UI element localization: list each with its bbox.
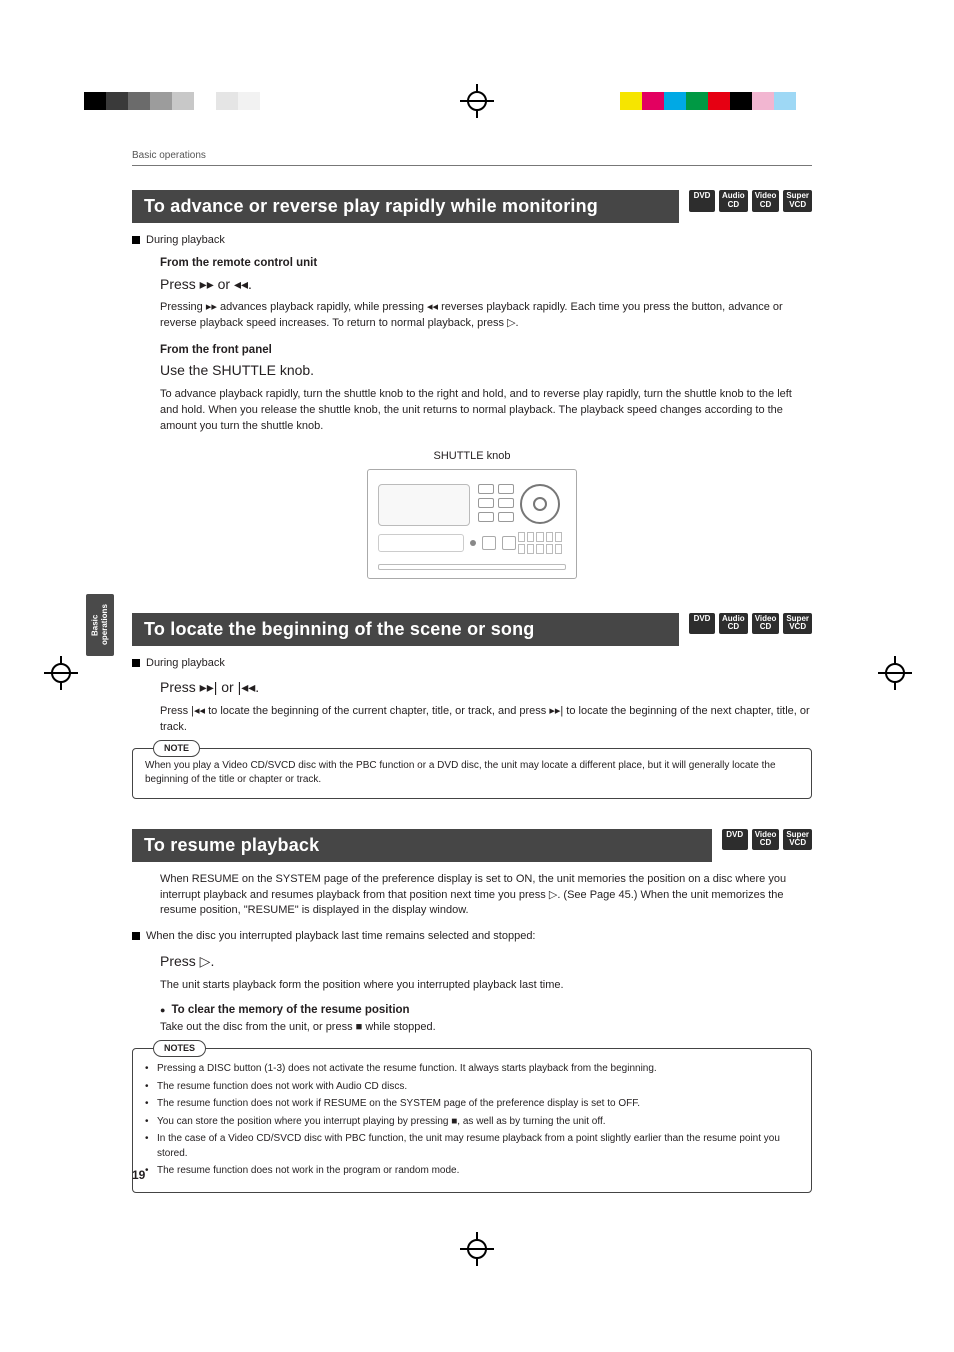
device-illustration bbox=[367, 469, 577, 579]
print-swatch bbox=[128, 92, 150, 110]
section-3-title: To resume playback bbox=[132, 829, 712, 862]
notes-list: Pressing a DISC button (1-3) does not ac… bbox=[145, 1062, 799, 1179]
section-2-title: To locate the beginning of the scene or … bbox=[132, 613, 679, 646]
print-swatch bbox=[708, 92, 730, 110]
page: Basic operations Basic operations To adv… bbox=[0, 0, 954, 1352]
badge-audio-cd: AudioCD bbox=[719, 190, 748, 212]
notes-item: You can store the position where you int… bbox=[145, 1115, 799, 1130]
notes-box: NOTES Pressing a DISC button (1-3) does … bbox=[132, 1048, 812, 1193]
content-column: Basic operations To advance or reverse p… bbox=[132, 150, 812, 1193]
front-panel-heading: From the front panel bbox=[160, 342, 812, 359]
print-swatch bbox=[106, 92, 128, 110]
registration-mark-top bbox=[460, 84, 494, 118]
resume-command: Press ▷. bbox=[160, 951, 812, 971]
section-1-title: To advance or reverse play rapidly while… bbox=[132, 190, 679, 223]
registration-mark-left bbox=[44, 656, 78, 690]
when-line: When the disc you interrupted playback l… bbox=[132, 929, 812, 945]
remote-heading: From the remote control unit bbox=[160, 255, 812, 272]
front-panel-command: Use the SHUTTLE knob. bbox=[160, 360, 812, 380]
print-swatch bbox=[686, 92, 708, 110]
print-swatch bbox=[752, 92, 774, 110]
notes-item: The resume function does not work with A… bbox=[145, 1080, 799, 1095]
print-swatch bbox=[172, 92, 194, 110]
clear-heading: To clear the memory of the resume positi… bbox=[160, 1002, 812, 1019]
print-swatch bbox=[216, 92, 238, 110]
badge-video-cd: VideoCD bbox=[752, 613, 780, 635]
print-swatch bbox=[84, 92, 106, 110]
note-label: NOTE bbox=[153, 740, 200, 757]
badge-text: CD bbox=[722, 623, 745, 632]
note-body: When you play a Video CD/SVCD disc with … bbox=[145, 759, 799, 788]
shuttle-caption: SHUTTLE knob bbox=[367, 449, 577, 465]
badge-super-vcd: SuperVCD bbox=[783, 190, 812, 212]
badge-video-cd: VideoCD bbox=[752, 829, 780, 851]
print-swatch bbox=[238, 92, 260, 110]
badge-text: VCD bbox=[786, 839, 809, 848]
badge-text: CD bbox=[722, 201, 745, 210]
running-head: Basic operations bbox=[132, 150, 812, 166]
badge-video-cd: VideoCD bbox=[752, 190, 780, 212]
print-swatch bbox=[774, 92, 796, 110]
front-panel-paragraph: To advance playback rapidly, turn the sh… bbox=[160, 387, 812, 435]
print-color-bar-left bbox=[84, 92, 260, 110]
remote-command: Press ▸▸ or ◂◂. bbox=[160, 274, 812, 294]
side-tab: Basic operations bbox=[86, 594, 114, 656]
during-playback-line: During playback bbox=[132, 656, 812, 672]
badge-super-vcd: SuperVCD bbox=[783, 829, 812, 851]
section-1-header-row: To advance or reverse play rapidly while… bbox=[132, 190, 812, 223]
badge-dvd: DVD bbox=[689, 190, 715, 212]
registration-mark-bottom bbox=[460, 1232, 494, 1266]
remote-paragraph: Pressing ▸▸ advances playback rapidly, w… bbox=[160, 300, 812, 332]
resume-after-cmd: The unit starts playback form the positi… bbox=[160, 978, 812, 994]
notes-item: Pressing a DISC button (1-3) does not ac… bbox=[145, 1062, 799, 1077]
notes-item: The resume function does not work in the… bbox=[145, 1164, 799, 1179]
badge-text: CD bbox=[755, 201, 777, 210]
badge-dvd: DVD bbox=[722, 829, 748, 851]
skip-paragraph: Press |◂◂ to locate the beginning of the… bbox=[160, 704, 812, 736]
registration-mark-right bbox=[878, 656, 912, 690]
print-swatch bbox=[194, 92, 216, 110]
notes-item: The resume function does not work if RES… bbox=[145, 1097, 799, 1112]
section-2-body: During playback Press ▸▸| or |◂◂. Press … bbox=[132, 656, 812, 799]
print-swatch bbox=[730, 92, 752, 110]
badge-text: VCD bbox=[786, 623, 809, 632]
skip-command: Press ▸▸| or |◂◂. bbox=[160, 677, 812, 697]
badge-dvd: DVD bbox=[689, 613, 715, 635]
section-3-body: When RESUME on the SYSTEM page of the pr… bbox=[132, 872, 812, 1193]
notes-label: NOTES bbox=[153, 1040, 206, 1057]
print-swatch bbox=[642, 92, 664, 110]
section-2-badges: DVD AudioCD VideoCD SuperVCD bbox=[689, 613, 812, 635]
print-swatch bbox=[664, 92, 686, 110]
badge-super-vcd: SuperVCD bbox=[783, 613, 812, 635]
section-3-header-row: To resume playback DVD VideoCD SuperVCD bbox=[132, 829, 812, 862]
section-1-body: During playback From the remote control … bbox=[132, 233, 812, 579]
badge-text: CD bbox=[755, 839, 777, 848]
page-number: 19 bbox=[132, 1168, 145, 1182]
resume-intro: When RESUME on the SYSTEM page of the pr… bbox=[160, 872, 812, 920]
during-playback-line: During playback bbox=[132, 233, 812, 249]
note-box: NOTE When you play a Video CD/SVCD disc … bbox=[132, 748, 812, 799]
section-1-badges: DVD AudioCD VideoCD SuperVCD bbox=[689, 190, 812, 212]
print-swatch bbox=[620, 92, 642, 110]
badge-audio-cd: AudioCD bbox=[719, 613, 748, 635]
section-3-badges: DVD VideoCD SuperVCD bbox=[722, 829, 812, 851]
badge-text: CD bbox=[755, 623, 777, 632]
clear-body: Take out the disc from the unit, or pres… bbox=[160, 1020, 812, 1036]
print-swatch bbox=[150, 92, 172, 110]
shuttle-figure: SHUTTLE knob bbox=[367, 449, 577, 579]
section-2-header-row: To locate the beginning of the scene or … bbox=[132, 613, 812, 646]
print-color-bar-right bbox=[620, 92, 796, 110]
notes-item: In the case of a Video CD/SVCD disc with… bbox=[145, 1132, 799, 1161]
badge-text: VCD bbox=[786, 201, 809, 210]
shuttle-knob-icon bbox=[520, 484, 560, 524]
